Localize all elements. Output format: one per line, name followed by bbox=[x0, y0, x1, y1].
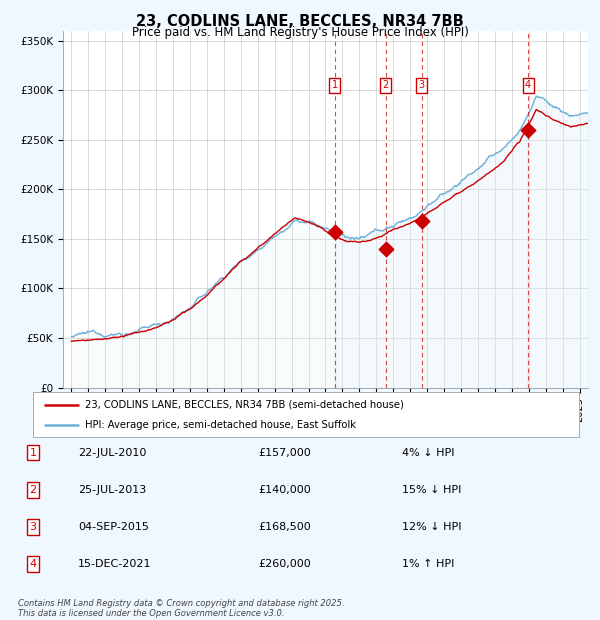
Text: Contains HM Land Registry data © Crown copyright and database right 2025.
This d: Contains HM Land Registry data © Crown c… bbox=[18, 599, 344, 618]
Text: 3: 3 bbox=[29, 522, 37, 532]
Text: 2: 2 bbox=[29, 485, 37, 495]
Text: Price paid vs. HM Land Registry's House Price Index (HPI): Price paid vs. HM Land Registry's House … bbox=[131, 26, 469, 39]
Point bbox=[330, 227, 340, 237]
Text: 22-JUL-2010: 22-JUL-2010 bbox=[78, 448, 146, 458]
Point bbox=[417, 216, 427, 226]
Text: 3: 3 bbox=[418, 81, 425, 91]
Text: 25-JUL-2013: 25-JUL-2013 bbox=[78, 485, 146, 495]
Text: 1: 1 bbox=[29, 448, 37, 458]
Text: HPI: Average price, semi-detached house, East Suffolk: HPI: Average price, semi-detached house,… bbox=[85, 420, 356, 430]
Text: 4% ↓ HPI: 4% ↓ HPI bbox=[402, 448, 455, 458]
Text: 4: 4 bbox=[525, 81, 531, 91]
Text: £260,000: £260,000 bbox=[258, 559, 311, 569]
Text: 1: 1 bbox=[332, 81, 338, 91]
Text: 23, CODLINS LANE, BECCLES, NR34 7BB (semi-detached house): 23, CODLINS LANE, BECCLES, NR34 7BB (sem… bbox=[85, 399, 404, 410]
Text: 4: 4 bbox=[29, 559, 37, 569]
Text: 23, CODLINS LANE, BECCLES, NR34 7BB: 23, CODLINS LANE, BECCLES, NR34 7BB bbox=[136, 14, 464, 29]
Text: 04-SEP-2015: 04-SEP-2015 bbox=[78, 522, 149, 532]
Point bbox=[523, 125, 533, 135]
Text: 1% ↑ HPI: 1% ↑ HPI bbox=[402, 559, 454, 569]
Point bbox=[381, 244, 391, 254]
Text: £168,500: £168,500 bbox=[258, 522, 311, 532]
Text: 12% ↓ HPI: 12% ↓ HPI bbox=[402, 522, 461, 532]
Text: 15% ↓ HPI: 15% ↓ HPI bbox=[402, 485, 461, 495]
Text: £157,000: £157,000 bbox=[258, 448, 311, 458]
Text: £140,000: £140,000 bbox=[258, 485, 311, 495]
Text: 15-DEC-2021: 15-DEC-2021 bbox=[78, 559, 151, 569]
Text: 2: 2 bbox=[383, 81, 389, 91]
